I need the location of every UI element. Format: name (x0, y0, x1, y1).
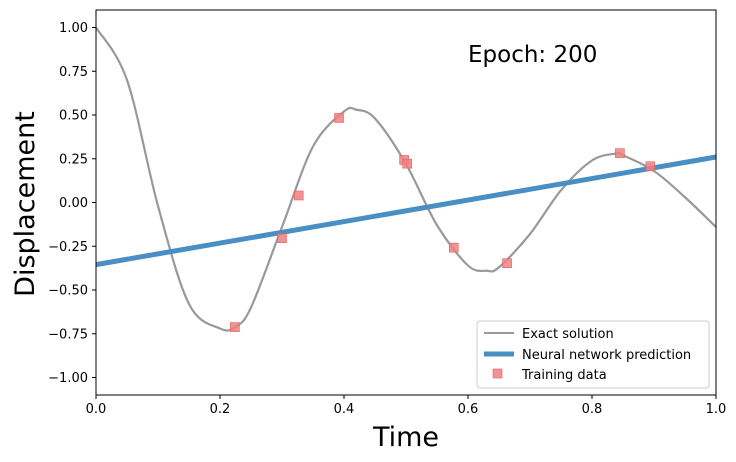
x-tick-label: 0.0 (86, 402, 107, 417)
y-tick-label: −0.25 (48, 240, 88, 255)
y-tick-label: 0.50 (59, 109, 88, 124)
training-data-point (277, 233, 287, 243)
training-data-point (230, 322, 240, 332)
y-axis: 1.00 0.75 0.50 0.25 0.00 −0.25 −0.50 −0.75 −1.00 (48, 21, 96, 386)
x-tick-label: 0.6 (458, 402, 479, 417)
y-tick-label: 0.00 (59, 196, 88, 211)
training-data-point (615, 148, 625, 158)
training-data-point (293, 190, 304, 201)
y-tick-label: −0.50 (48, 284, 88, 299)
x-tick-label: 0.2 (210, 402, 231, 417)
y-tick-label: −0.75 (48, 327, 88, 342)
x-tick-label: 1.0 (706, 402, 727, 417)
y-tick-label: 1.00 (59, 21, 88, 36)
epoch-annotation: Epoch: 200 (468, 42, 597, 68)
legend-label-training-data: Training data (521, 368, 607, 383)
x-axis: 0.0 0.2 0.4 0.6 0.8 1.0 (86, 395, 727, 417)
training-data-point (402, 158, 413, 169)
legend-swatch-training-data (492, 368, 503, 379)
training-data-point (645, 161, 656, 172)
y-tick-label: 0.25 (59, 152, 88, 167)
training-data-point (502, 258, 512, 269)
series-line-exact-solution (95, 26, 717, 332)
plot-area (95, 26, 717, 332)
x-tick-label: 0.8 (582, 402, 603, 417)
legend-label-exact-solution: Exact solution (522, 327, 614, 342)
training-data-point (448, 242, 459, 253)
y-tick-label: 0.75 (59, 65, 88, 80)
legend-box (476, 320, 710, 389)
y-axis-title: Displacement (10, 111, 41, 297)
x-tick-label: 0.4 (334, 402, 355, 417)
y-tick-label: −1.00 (48, 371, 88, 386)
legend: Exact solution Neural network prediction… (476, 320, 710, 389)
legend-label-neural-network-prediction: Neural network prediction (522, 348, 691, 363)
training-data-point (334, 113, 344, 123)
x-axis-title: Time (372, 422, 439, 453)
series-line-neural-network-prediction (95, 154, 717, 268)
